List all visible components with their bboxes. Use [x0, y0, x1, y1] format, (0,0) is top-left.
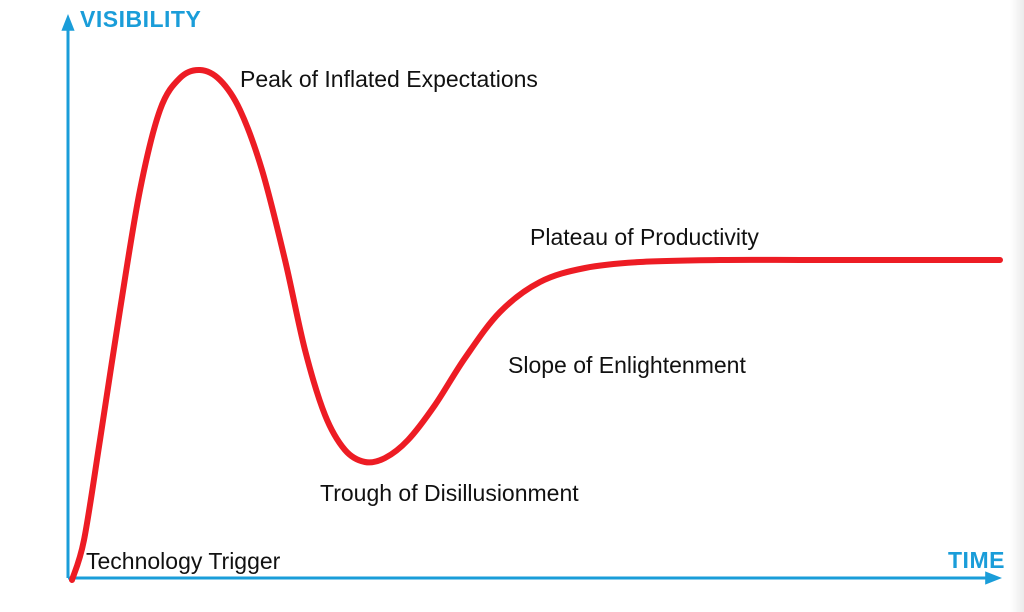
label-slope-enlightenment: Slope of Enlightenment	[508, 352, 746, 379]
label-technology-trigger: Technology Trigger	[86, 548, 280, 575]
label-trough-disillusion: Trough of Disillusionment	[320, 480, 579, 507]
label-plateau-productivity: Plateau of Productivity	[530, 224, 759, 251]
hype-cycle-chart: VISIBILITY TIME Technology Trigger Peak …	[0, 0, 1024, 612]
y-axis-label: VISIBILITY	[80, 6, 201, 33]
label-peak-expectations: Peak of Inflated Expectations	[240, 66, 538, 93]
x-axis-label: TIME	[948, 547, 1005, 574]
